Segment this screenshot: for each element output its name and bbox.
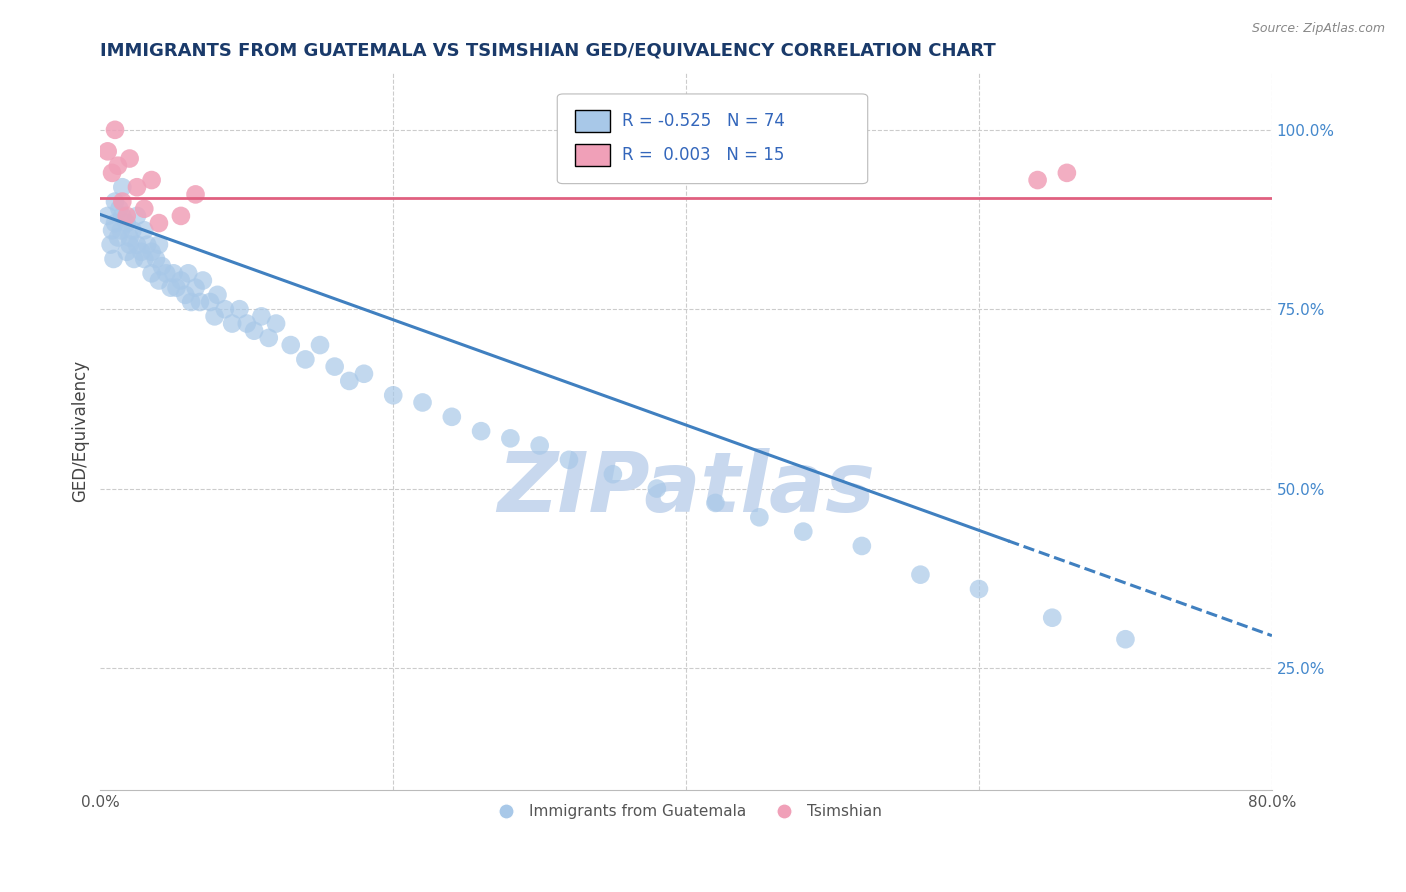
Point: [558, 453, 581, 467]
Point: [115, 244, 138, 259]
Point: [118, 152, 141, 166]
Point: [170, 273, 193, 287]
Point: [101, 166, 124, 180]
Point: [134, 223, 156, 237]
Point: [136, 237, 159, 252]
Point: [382, 388, 405, 402]
Point: [121, 223, 143, 237]
Point: [141, 244, 163, 259]
Point: [280, 338, 302, 352]
Point: [97, 145, 120, 159]
Point: [103, 252, 125, 266]
Point: [107, 159, 129, 173]
Point: [111, 180, 134, 194]
Legend: Immigrants from Guatemala, Tsimshian: Immigrants from Guatemala, Tsimshian: [484, 798, 889, 825]
Point: [1056, 166, 1078, 180]
Point: [198, 295, 221, 310]
Point: [337, 374, 360, 388]
Point: [353, 367, 375, 381]
Text: R = -0.525   N = 74: R = -0.525 N = 74: [621, 112, 785, 130]
Point: [118, 237, 141, 252]
Point: [145, 252, 167, 266]
Point: [257, 331, 280, 345]
Point: [264, 317, 287, 331]
Point: [148, 216, 170, 230]
Point: [104, 123, 127, 137]
Point: [122, 252, 145, 266]
Point: [228, 302, 250, 317]
Point: [170, 209, 193, 223]
Point: [118, 230, 141, 244]
Point: [1114, 632, 1136, 647]
Point: [125, 180, 148, 194]
Point: [141, 173, 163, 187]
Point: [645, 482, 668, 496]
Point: [792, 524, 814, 539]
Point: [162, 266, 184, 280]
Point: [104, 194, 127, 209]
Point: [910, 567, 932, 582]
Point: [134, 252, 156, 266]
Point: [323, 359, 346, 374]
Point: [214, 302, 236, 317]
Point: [243, 324, 266, 338]
Point: [191, 273, 214, 287]
Point: [177, 266, 200, 280]
Point: [148, 273, 170, 287]
Point: [97, 209, 120, 223]
Point: [470, 424, 492, 438]
Point: [529, 438, 551, 452]
Text: Source: ZipAtlas.com: Source: ZipAtlas.com: [1251, 22, 1385, 36]
Point: [440, 409, 463, 424]
Point: [108, 202, 131, 216]
FancyBboxPatch shape: [575, 145, 610, 166]
Point: [204, 310, 226, 324]
Text: IMMIGRANTS FROM GUATEMALA VS TSIMSHIAN GED/EQUIVALENCY CORRELATION CHART: IMMIGRANTS FROM GUATEMALA VS TSIMSHIAN G…: [100, 42, 995, 60]
Point: [110, 223, 132, 237]
Point: [250, 310, 273, 324]
Point: [101, 223, 124, 237]
Point: [134, 202, 156, 216]
Point: [236, 317, 259, 331]
Point: [166, 281, 188, 295]
Point: [967, 582, 990, 596]
Y-axis label: GED/Equivalency: GED/Equivalency: [72, 360, 89, 502]
Point: [125, 209, 148, 223]
Point: [207, 288, 229, 302]
Point: [1040, 611, 1063, 625]
Text: R =  0.003   N = 15: R = 0.003 N = 15: [621, 146, 785, 164]
FancyBboxPatch shape: [557, 94, 868, 184]
Point: [125, 237, 148, 252]
Point: [602, 467, 624, 482]
Point: [115, 216, 138, 230]
Point: [294, 352, 316, 367]
FancyBboxPatch shape: [575, 111, 610, 132]
Point: [851, 539, 873, 553]
Point: [100, 237, 122, 252]
Point: [748, 510, 770, 524]
Point: [499, 431, 522, 445]
Point: [141, 266, 163, 280]
Point: [180, 295, 202, 310]
Point: [704, 496, 727, 510]
Point: [115, 209, 138, 223]
Point: [221, 317, 243, 331]
Point: [107, 230, 129, 244]
Point: [131, 244, 153, 259]
Point: [148, 237, 170, 252]
Point: [412, 395, 434, 409]
Point: [184, 187, 207, 202]
Point: [309, 338, 332, 352]
Point: [159, 281, 181, 295]
Point: [111, 194, 134, 209]
Point: [150, 259, 173, 273]
Text: ZIPatlas: ZIPatlas: [498, 448, 875, 529]
Point: [1026, 173, 1049, 187]
Point: [188, 295, 211, 310]
Point: [155, 266, 177, 280]
Point: [174, 288, 197, 302]
Point: [104, 216, 127, 230]
Point: [111, 209, 134, 223]
Point: [184, 281, 207, 295]
